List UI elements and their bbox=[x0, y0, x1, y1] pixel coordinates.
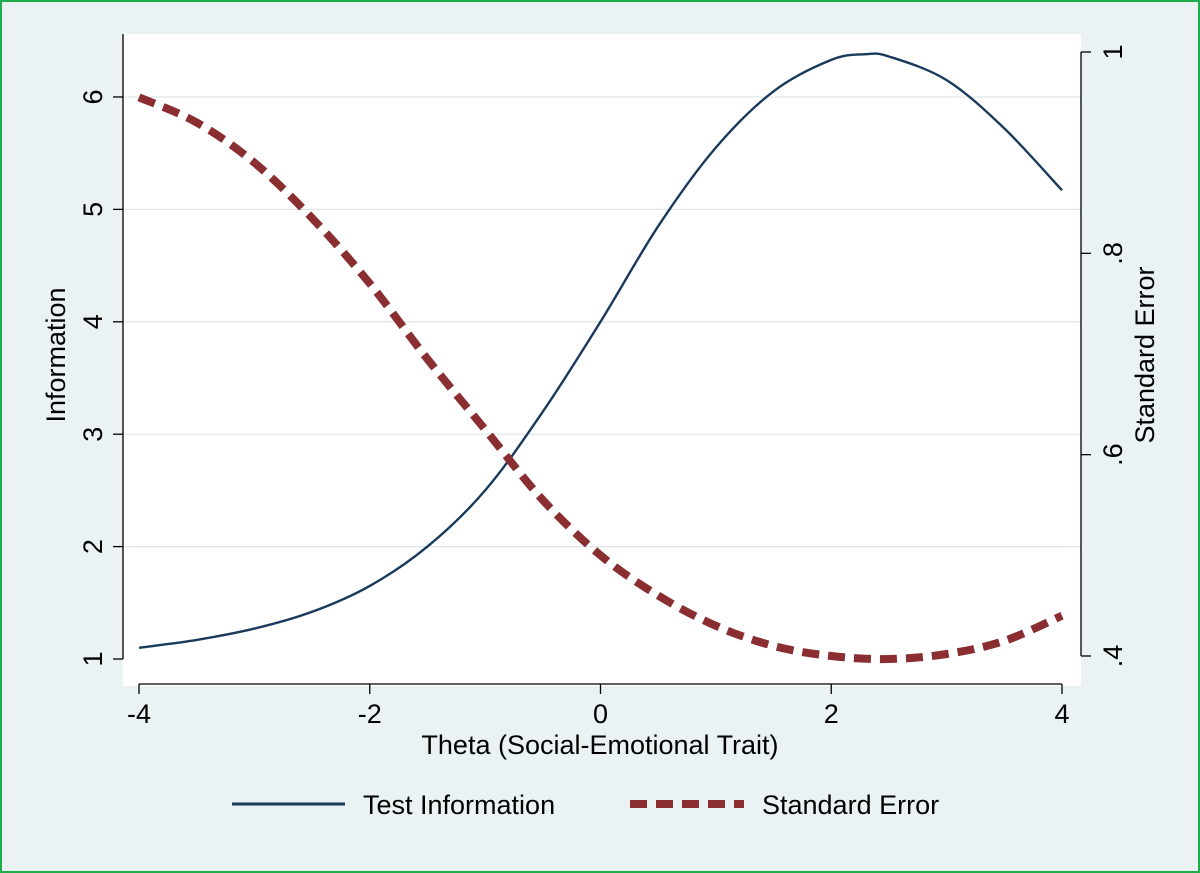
plot-area bbox=[123, 34, 1081, 686]
x-tick-label-4: 4 bbox=[1054, 699, 1069, 729]
series-line-test-information bbox=[138, 52, 1063, 649]
x-tick-label-2: 2 bbox=[824, 699, 839, 729]
y-tick-label-3: 3 bbox=[78, 427, 108, 442]
x-tick-label-2: -2 bbox=[358, 699, 382, 729]
y-tick-label-5: 5 bbox=[78, 202, 108, 217]
y2-axis-title: Standard Error bbox=[1130, 266, 1160, 443]
y-tick-label-4: 4 bbox=[78, 314, 108, 329]
y-tick-label-6: 6 bbox=[78, 89, 108, 104]
legend: Test Information Standard Error bbox=[232, 790, 939, 820]
y-axis-title: Information bbox=[41, 287, 71, 422]
y2-axis-ticks: .4 .6 .8 1 bbox=[1081, 44, 1128, 667]
y-tick-label-1: 1 bbox=[78, 651, 108, 666]
y2-tick-label-1: 1 bbox=[1098, 44, 1128, 59]
series-layer bbox=[137, 52, 1064, 664]
x-tick-label-0: 0 bbox=[593, 699, 608, 729]
series-line-standard-error bbox=[137, 93, 1064, 664]
x-axis-title: Theta (Social-Emotional Trait) bbox=[421, 730, 778, 760]
y-tick-label-2: 2 bbox=[78, 539, 108, 554]
grid-lines bbox=[123, 96, 1081, 548]
x-axis-ticks: -4 -2 0 2 4 bbox=[127, 684, 1070, 729]
x-tick-label-4: -4 bbox=[127, 699, 151, 729]
y2-tick-label-0-4: .4 bbox=[1098, 645, 1128, 668]
y2-tick-label-0-8: .8 bbox=[1098, 242, 1128, 265]
y2-tick-label-0-6: .6 bbox=[1098, 443, 1128, 466]
y-axis-ticks: 1 2 3 4 5 6 bbox=[78, 89, 123, 667]
legend-label-standard-error: Standard Error bbox=[762, 790, 939, 820]
legend-label-test-information: Test Information bbox=[363, 790, 555, 820]
